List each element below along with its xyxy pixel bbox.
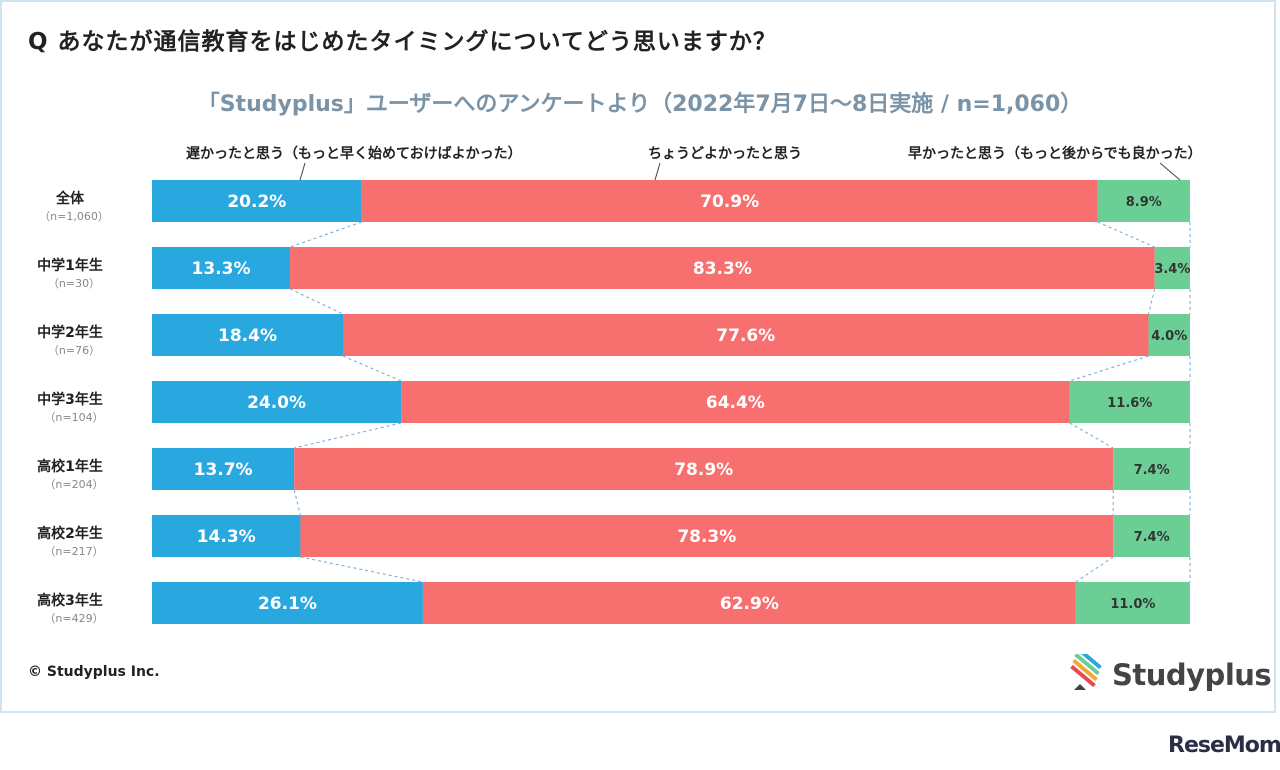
value-label-late: 24.0% — [247, 393, 306, 413]
legend-pointer — [299, 162, 306, 181]
row-label: 全体 — [56, 191, 84, 207]
connector-line — [1097, 221, 1155, 248]
row-sample-size: （n=104） — [44, 411, 104, 424]
row-sample-size: （n=204） — [44, 478, 104, 491]
value-label-early: 4.0% — [1151, 329, 1187, 344]
row-label: 中学3年生 — [37, 392, 103, 408]
row-sample-size: （n=217） — [44, 545, 104, 558]
chart-subtitle: 「Studyplus」ユーザーへのアンケートより（2022年7月7日〜8日実施 … — [197, 92, 1083, 117]
legend-late: 遅かったと思う（もっと早く始めておけばよかった） — [186, 146, 522, 162]
bar-late — [152, 515, 301, 557]
value-label-late: 20.2% — [227, 192, 286, 212]
bar-just-right — [361, 180, 1098, 222]
value-label-just-right: 77.6% — [716, 326, 775, 346]
connector-line — [342, 355, 402, 382]
studyplus-logo: Studyplus — [1066, 654, 1272, 694]
bar-just-right — [300, 515, 1114, 557]
row-label: 高校2年生 — [37, 526, 103, 542]
bar-late — [152, 314, 343, 356]
connector-line — [294, 422, 402, 449]
value-label-early: 11.0% — [1110, 597, 1155, 612]
value-label-late: 13.3% — [192, 259, 251, 279]
resemom-watermark: ReseMom — [1168, 733, 1280, 758]
legend-pointer — [1159, 162, 1181, 181]
bar-just-right — [401, 381, 1070, 423]
bar-early — [1113, 448, 1190, 490]
connector-line — [1147, 288, 1156, 315]
studyplus-pencil-icon — [1070, 654, 1102, 690]
connector-line — [300, 556, 424, 583]
value-label-just-right: 62.9% — [720, 594, 779, 614]
connector-line — [1075, 556, 1114, 583]
legend-early: 早かったと思う（もっと後からでも良かった） — [908, 146, 1202, 162]
value-label-late: 26.1% — [258, 594, 317, 614]
value-label-early: 7.4% — [1134, 530, 1170, 545]
value-label-late: 14.3% — [197, 527, 256, 547]
row-label: 高校3年生 — [37, 593, 103, 609]
bar-early — [1113, 515, 1190, 557]
value-label-just-right: 70.9% — [700, 192, 759, 212]
value-label-just-right: 83.3% — [693, 259, 752, 279]
row-sample-size: （n=76） — [47, 344, 101, 357]
bar-early — [1154, 247, 1190, 289]
connector-line — [1069, 422, 1114, 449]
value-label-early: 11.6% — [1107, 396, 1152, 411]
bar-just-right — [294, 448, 1114, 490]
connector-line — [1069, 355, 1149, 382]
value-label-late: 18.4% — [218, 326, 277, 346]
bar-late — [152, 247, 291, 289]
bar-early — [1075, 582, 1190, 624]
row-sample-size: （n=1,060） — [39, 210, 109, 223]
bar-early — [1069, 381, 1190, 423]
value-label-just-right: 78.9% — [674, 460, 733, 480]
value-label-early: 7.4% — [1134, 463, 1170, 478]
row-label: 中学2年生 — [37, 325, 103, 341]
row-label: 中学1年生 — [37, 258, 103, 274]
connector-line — [289, 288, 344, 315]
row-sample-size: （n=30） — [47, 277, 101, 290]
value-label-early: 8.9% — [1126, 195, 1162, 210]
value-label-just-right: 78.3% — [677, 527, 736, 547]
row-sample-size: （n=429） — [44, 612, 104, 625]
row-label: 高校1年生 — [37, 459, 103, 475]
bar-just-right — [342, 314, 1149, 356]
value-label-late: 13.7% — [194, 460, 253, 480]
legend-pointer — [654, 162, 661, 181]
copyright: © Studyplus Inc. — [28, 664, 160, 680]
studyplus-brand: Studyplus — [1112, 658, 1272, 692]
bar-just-right — [422, 582, 1076, 624]
bar-early — [1148, 314, 1190, 356]
bar-late — [152, 381, 402, 423]
legend-just-right: ちょうどよかったと思う — [648, 146, 802, 162]
question-title: Q あなたが通信教育をはじめたタイミングについてどう思いますか？ — [28, 29, 777, 55]
bar-late — [152, 180, 362, 222]
bar-just-right — [290, 247, 1155, 289]
bar-early — [1097, 180, 1190, 222]
value-label-just-right: 64.4% — [706, 393, 765, 413]
connector-line — [289, 221, 362, 248]
bar-late — [152, 448, 295, 490]
value-label-early: 3.4% — [1154, 262, 1190, 277]
connector-line — [293, 489, 301, 516]
bar-late — [152, 582, 423, 624]
